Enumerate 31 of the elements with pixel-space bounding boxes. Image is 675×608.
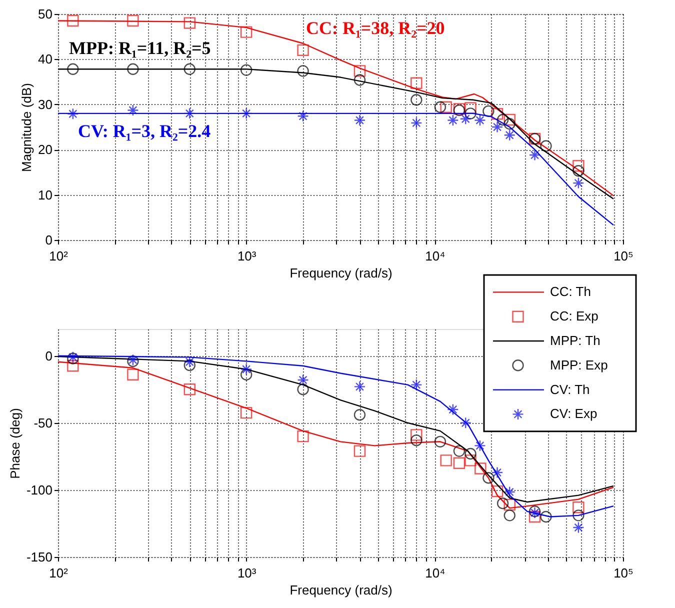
y-tick-label: 0 xyxy=(45,232,52,248)
y-tick-label: 50 xyxy=(38,6,52,22)
legend-label: CV: Exp xyxy=(550,406,598,422)
x-axis-title: Frequency (rad/s) xyxy=(290,266,392,280)
y-tick-label: -150 xyxy=(26,550,52,564)
y-tick-label: 30 xyxy=(38,96,52,112)
x-tick-label: 10² xyxy=(49,566,69,580)
x-tick-label: 10⁴ xyxy=(425,248,446,264)
legend-label: MPP: Exp xyxy=(550,357,608,372)
y-axis-title: Phase (deg) xyxy=(7,408,22,479)
legend-label: CV: Th xyxy=(550,382,590,397)
x-tick-label: 10⁴ xyxy=(425,566,446,580)
x-tick-label: 10³ xyxy=(237,248,257,264)
x-axis-title: Frequency (rad/s) xyxy=(290,582,392,598)
x-tick-label: 10² xyxy=(49,248,69,264)
legend-label: CC: Exp xyxy=(550,308,598,324)
legend-label: CC: Th xyxy=(550,284,591,300)
y-tick-label: -100 xyxy=(26,482,52,498)
annotation: CC: R₁=38, R₂=20 xyxy=(306,18,445,38)
y-axis-title: Magnitude (dB) xyxy=(19,83,34,172)
y-tick-label: -50 xyxy=(34,415,52,430)
y-tick-label: 0 xyxy=(45,348,52,364)
legend-label: MPP: Th xyxy=(550,333,600,348)
y-tick-label: 10 xyxy=(38,187,52,202)
y-tick-label: 20 xyxy=(38,142,52,158)
x-tick-label: 10⁵ xyxy=(614,566,634,580)
annotation: MPP: R₁=11, R₂=5 xyxy=(69,38,211,58)
annotation: CV: R₁=3, R₂=2.4 xyxy=(78,121,211,141)
x-tick-label: 10³ xyxy=(237,566,257,580)
x-tick-label: 10⁵ xyxy=(614,248,634,264)
y-tick-label: 40 xyxy=(38,52,52,67)
